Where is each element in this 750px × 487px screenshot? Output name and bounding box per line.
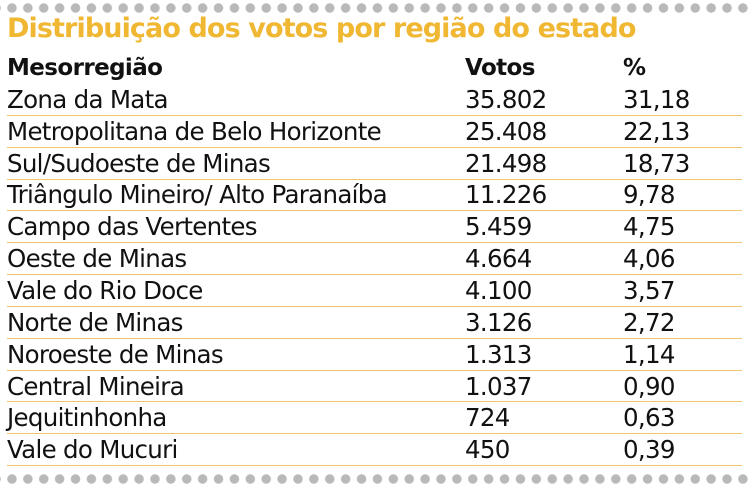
- table-row: Noroeste de Minas 1.313 1,14: [7, 339, 742, 371]
- votes-cell: 724: [465, 403, 510, 433]
- dotted-border-top: [0, 0, 750, 16]
- column-header-votes: Votos: [465, 54, 535, 81]
- table-row: Vale do Mucuri 450 0,39: [7, 434, 742, 467]
- table-row: Campo das Vertentes 5.459 4,75: [7, 211, 742, 244]
- votes-cell: 21.498: [465, 148, 547, 178]
- votes-cell: 1.313: [465, 339, 532, 369]
- percent-cell: 22,13: [623, 116, 690, 146]
- votes-table: Mesorregião Votos % Zona da Mata 35.802 31…: [7, 51, 742, 467]
- column-header-percent: %: [623, 54, 646, 81]
- dotted-border-bottom: [0, 471, 750, 487]
- percent-cell: 2,72: [623, 307, 675, 337]
- region-cell: Oeste de Minas: [7, 244, 187, 274]
- votes-cell: 4.664: [465, 244, 532, 274]
- table-row: Zona da Mata 35.802 31,18: [7, 84, 742, 116]
- percent-cell: 18,73: [623, 148, 690, 178]
- region-cell: Vale do Rio Doce: [7, 275, 203, 305]
- region-cell: Central Mineira: [7, 371, 185, 401]
- region-cell: Metropolitana de Belo Horizonte: [7, 116, 382, 146]
- region-cell: Zona da Mata: [7, 84, 169, 114]
- votes-cell: 35.802: [465, 84, 547, 114]
- table-row: Metropolitana de Belo Horizonte 25.408 22,…: [7, 116, 742, 148]
- table-row: Central Mineira 1.037 0,90: [7, 371, 742, 403]
- table-row: Oeste de Minas 4.664 4,06: [7, 243, 742, 276]
- votes-cell: 5.459: [465, 212, 532, 242]
- votes-cell: 3.126: [465, 307, 532, 337]
- percent-cell: 3,57: [623, 275, 675, 305]
- percent-cell: 1,14: [623, 339, 675, 369]
- votes-cell: 11.226: [465, 180, 547, 210]
- percent-cell: 4,06: [623, 244, 675, 274]
- votes-cell: 450: [465, 435, 510, 465]
- region-cell: Sul/Sudoeste de Minas: [7, 148, 271, 178]
- table-row: Triângulo Mineiro/ Alto Paranaíba 11.226 9…: [7, 180, 742, 212]
- votes-cell: 25.408: [465, 116, 547, 146]
- page-title: Distribuição dos votos por região do est…: [7, 13, 636, 44]
- votes-cell: 1.037: [465, 371, 532, 401]
- table-row: Norte de Minas 3.126 2,72: [7, 307, 742, 339]
- table-row: Vale do Rio Doce 4.100 3,57: [7, 275, 742, 307]
- column-header-region: Mesorregião: [7, 54, 163, 81]
- table-header-row: Mesorregião Votos %: [7, 51, 742, 84]
- percent-cell: 4,75: [623, 212, 675, 242]
- table-body: Zona da Mata 35.802 31,18 Metropolitana de …: [7, 84, 742, 467]
- votes-cell: 4.100: [465, 275, 532, 305]
- percent-cell: 0,39: [623, 435, 675, 465]
- percent-cell: 31,18: [623, 84, 690, 114]
- region-cell: Jequitinhonha: [7, 403, 167, 433]
- region-cell: Vale do Mucuri: [7, 435, 178, 465]
- region-cell: Norte de Minas: [7, 307, 183, 337]
- table-row: Jequitinhonha 724 0,63: [7, 402, 742, 435]
- percent-cell: 0,90: [623, 371, 675, 401]
- region-cell: Triângulo Mineiro/ Alto Paranaíba: [7, 180, 388, 210]
- region-cell: Noroeste de Minas: [7, 339, 224, 369]
- region-cell: Campo das Vertentes: [7, 212, 257, 242]
- table-row: Sul/Sudoeste de Minas 21.498 18,73: [7, 148, 742, 180]
- percent-cell: 0,63: [623, 403, 675, 433]
- percent-cell: 9,78: [623, 180, 675, 210]
